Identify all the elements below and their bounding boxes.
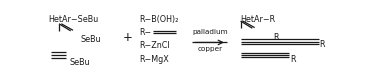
Text: HetAr−R: HetAr−R bbox=[240, 15, 276, 24]
Text: SeBu: SeBu bbox=[81, 35, 102, 44]
Text: R−: R− bbox=[139, 28, 152, 37]
Text: R−ZnCl: R−ZnCl bbox=[139, 41, 170, 50]
Text: SeBu: SeBu bbox=[69, 58, 90, 67]
Text: palladium: palladium bbox=[192, 29, 228, 35]
Text: R: R bbox=[320, 40, 325, 49]
Text: +: + bbox=[123, 31, 133, 44]
Text: copper: copper bbox=[197, 46, 222, 52]
Text: R−B(OH)₂: R−B(OH)₂ bbox=[139, 15, 179, 24]
Text: R: R bbox=[290, 56, 296, 64]
Text: R: R bbox=[273, 33, 278, 42]
Text: HetAr−SeBu: HetAr−SeBu bbox=[49, 15, 99, 24]
Text: R−MgX: R−MgX bbox=[139, 56, 169, 64]
